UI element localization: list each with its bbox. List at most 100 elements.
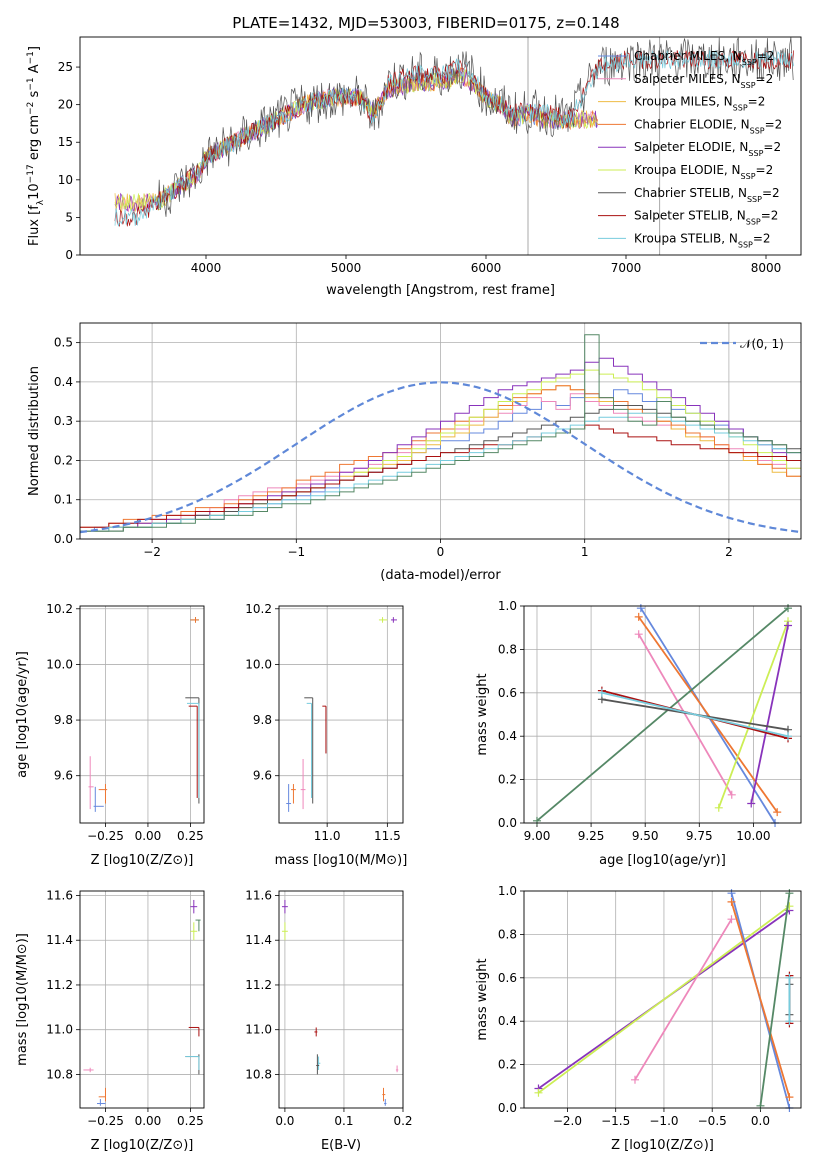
mass_vs_Z-xtick-label: −0.25 [87,1114,124,1128]
spectrum-legend-label: Chabrier STELIB, NSSP=2 [634,186,780,204]
weight_vs_Z-ylabel: mass weight [475,958,490,1040]
weight_vs_Z-point-marker [785,889,794,898]
age_vs_mass-marks [286,617,397,812]
spectrum-ytick-label: 0 [65,248,73,262]
weight_vs_Z-ytick-label: 0.8 [498,927,517,941]
weight_vs_Z-frame [523,890,802,1109]
residuals-frame [79,322,802,540]
spectrum-ytick-label: 20 [58,98,73,112]
mass_vs_ebv-ytick-label: 11.4 [245,933,272,947]
residuals-ytick-label: 0.3 [54,414,73,428]
spectrum-plot-area [114,37,795,255]
mass_vs_Z-frame [79,890,205,1109]
age_vs_mass-xtick-label: 11.5 [374,829,401,843]
age_vs_mass-xlabel: mass [log10(M/M⊙)] [275,853,408,868]
mass_vs_Z-ytick-label: 11.2 [46,978,73,992]
spectrum-legend-label: Kroupa ELODIE, NSSP=2 [634,163,773,181]
weight_vs_age-xtick-label: 9.50 [632,829,659,843]
age_vs_mass-frame [278,605,404,824]
mass_vs_Z-xtick-label: 0.00 [135,1114,162,1128]
spectrum-xtick-label: 6000 [471,261,502,275]
weight_vs_Z-ytick-label: 0.4 [498,1014,517,1028]
weight_vs_age-frame [523,605,802,824]
spectrum-legend-label: Salpeter ELODIE, NSSP=2 [634,140,781,158]
mass_vs_ebv-xtick-label: 0.1 [334,1114,353,1128]
residuals-xtick-label: 2 [725,545,733,559]
weight_vs_Z-point-marker [534,1088,543,1097]
age_vs_Z-ytick-label: 9.6 [54,769,73,783]
weight_vs_age-point-marker [784,732,793,741]
weight_vs_Z-series-line [730,901,791,1098]
spectrum-legend-label: Salpeter STELIB, NSSP=2 [634,209,778,227]
age_vs_Z-marks [88,617,200,812]
weight_vs_age-series-line [750,625,789,804]
weight_vs_age-point-marker [634,630,643,639]
weight_vs_age-point-marker [747,799,756,808]
weight_vs_Z-ytick-label: 0.0 [498,1101,517,1115]
spectrum-xtick-label: 8000 [751,261,782,275]
weight_vs_Z-ytick-label: 0.2 [498,1058,517,1072]
weight_vs_Z-xtick-label: −1.0 [649,1114,678,1128]
weight_vs_Z-series-line [537,905,790,1094]
age_vs_mass-xtick-label: 11.0 [314,829,341,843]
mass_vs_ebv-xtick-label: 0.2 [393,1114,412,1128]
weight_vs_age-series-line [637,633,733,796]
mass_vs_Z-xtick-label: 0.25 [177,1114,204,1128]
weight_vs_Z-xtick-label: −1.5 [601,1114,630,1128]
spectrum-xlabel: wavelength [Angstrom, rest frame] [326,283,555,298]
figure-title: PLATE=1432, MJD=53003, FIBERID=0175, z=0… [232,14,619,32]
spectrum-legend-label: Kroupa MILES, NSSP=2 [634,95,765,113]
age_vs_Z-axes: −0.25 0.00 0.25 9.6 9.8 10.0 10.2 [46,602,204,843]
weight_vs_age-ytick-label: 0.8 [498,642,517,656]
mass_vs_Z-ytick-label: 10.8 [46,1067,73,1081]
residuals-ytick-label: 0.0 [54,532,73,546]
spectrum-ytick-label: 25 [58,60,73,74]
spectrum-ytick-label: 10 [58,173,73,187]
spectrum-xtick-label: 4000 [191,261,222,275]
weight_vs_age-point-marker [532,816,541,825]
weight_vs_Z-xlabel: Z [log10(Z/Z⊙)] [611,1138,714,1153]
residuals-plot-area [80,334,801,534]
age_vs_Z-xtick-label: 0.00 [135,829,162,843]
age_vs_Z-ytick-label: 9.8 [54,713,73,727]
age_vs_Z-frame [79,605,205,824]
weight_vs_Z-series-line [759,893,791,1106]
weight_vs_age-xtick-label: 9.75 [686,829,713,843]
weight_vs_Z-xtick-label: −2.0 [553,1114,582,1128]
weight_vs_age-point-marker [727,790,736,799]
age_vs_Z-ytick-label: 10.2 [46,602,73,616]
age_vs_mass-ytick-label: 10.0 [245,657,272,671]
weight_vs_age-series-line [717,620,789,809]
residuals-legend-label: 𝒩(0, 1) [740,337,784,351]
age_vs_mass-ytick-label: 9.8 [253,713,272,727]
mass_vs_Z-marks [83,899,201,1106]
age_vs_mass-ytick-label: 10.2 [245,602,272,616]
weight_vs_Z-series-line [634,918,733,1081]
weight_vs_age-ylabel: mass weight [475,673,490,755]
spectrum-frame [79,36,802,256]
residuals-ytick-label: 0.4 [54,375,73,389]
weight_vs_age-point-marker [773,808,782,817]
weight_vs_Z-point-marker [785,1017,794,1026]
weight_vs_age-ytick-label: 0.4 [498,729,517,743]
residuals-ytick-label: 0.1 [54,493,73,507]
weight_vs_Z-xtick-label: −0.5 [698,1114,727,1128]
weight_vs_age-point-marker [636,604,645,613]
spectrum-legend-label: Salpeter MILES, NSSP=2 [634,72,773,90]
weight_vs_age-point-marker [597,688,606,697]
spectrum-series-line [114,49,795,227]
mass_vs_Z-ytick-label: 11.0 [46,1023,73,1037]
residuals-ytick-label: 0.5 [54,336,73,350]
residuals-histogram-step [80,334,801,532]
residuals-histogram-step [80,424,801,528]
mass_vs_ebv-xtick-label: 0.0 [275,1114,294,1128]
spectrum-xtick-label: 5000 [331,261,362,275]
age_vs_Z-xlabel: Z [log10(Z/Z⊙)] [91,853,194,868]
weight_vs_Z-ytick-label: 0.6 [498,971,517,985]
weight_vs_age-point-marker [784,621,793,630]
mass_vs_Z-ytick-label: 11.4 [46,933,73,947]
weight_vs_age-xtick-label: 9.00 [524,829,551,843]
residuals-xtick-label: 1 [581,545,589,559]
mass_vs_Z-axes: −0.25 0.00 0.25 10.8 11.0 11.2 11.4 11.6 [46,888,204,1128]
